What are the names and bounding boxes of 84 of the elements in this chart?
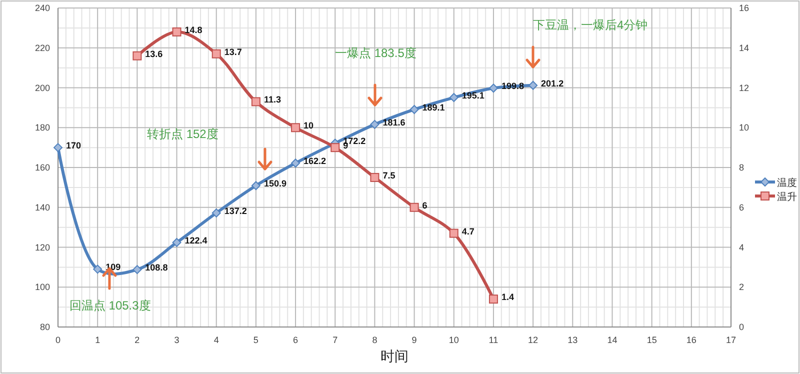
point [251,97,260,106]
x-tick-label: 10 [448,335,459,345]
data-label: 137.2 [224,206,247,216]
point [132,265,142,274]
x-tick-label: 9 [412,335,417,345]
x-tick-label: 15 [646,335,657,345]
y-tick-label: 80 [40,322,50,332]
x-tick-label: 1 [95,335,100,345]
data-label: 189.1 [422,102,445,112]
x-tick-label: 13 [568,335,578,345]
x-axis-title: 时间 [380,349,408,365]
data-label: 150.9 [264,178,286,189]
data-label: 195.1 [462,90,484,101]
y2-tick-label: 2 [739,282,744,292]
point [172,238,182,247]
point [291,158,300,168]
point [251,181,260,190]
point [370,172,380,182]
data-label: 201.2 [541,78,564,88]
y2-tick-label: 8 [739,162,744,172]
data-label: 6 [422,200,428,210]
point [172,27,182,36]
y2-tick-label: 14 [739,42,750,53]
x-tick-label: 14 [607,335,618,345]
point [528,80,538,90]
y-tick-label: 100 [34,282,50,292]
data-label: 162.2 [304,156,326,166]
data-label: 122.4 [184,235,208,246]
y-tick-label: 220 [34,42,50,53]
data-label: 10 [304,120,314,131]
x-tick-label: 8 [372,335,378,345]
x-tick-label: 0 [55,335,61,345]
point [488,84,498,93]
point [488,294,498,304]
point [410,202,419,212]
y2-tick-label: 12 [739,82,750,93]
data-label: 4.7 [462,226,474,236]
data-label: 14.8 [184,24,202,35]
x-tick-label: 16 [686,335,696,345]
annotation: 下豆温，一爆后4分钟 [533,18,648,32]
x-tick-label: 5 [253,335,258,345]
data-label: 13.6 [145,48,163,59]
x-tick-label: 17 [726,335,736,345]
y2-tick-label: 0 [739,322,744,332]
data-label: 181.6 [382,117,406,128]
y2-tick-label: 16 [739,3,750,13]
point [212,208,221,218]
data-label: 13.7 [224,46,242,57]
y-tick-label: 140 [34,202,50,212]
point [132,51,142,60]
y2-tick-label: 10 [739,122,750,133]
x-tick-label: 6 [293,335,298,345]
point [449,93,458,102]
data-label: 108.8 [145,262,168,273]
legend-label: 温度 [777,177,797,189]
point [93,264,102,274]
annotation: 回温点 105.3度 [69,298,151,313]
y-tick-label: 240 [34,3,50,13]
data-label: 170 [66,140,82,151]
y-tick-label: 120 [34,242,50,252]
x-tick-label: 12 [528,335,538,345]
x-tick-label: 11 [488,335,498,345]
annotation: 转折点 152度 [147,127,218,141]
point [291,123,300,132]
point [330,143,340,152]
x-tick-label: 4 [214,335,219,345]
x-tick-label: 3 [174,335,180,345]
point [449,228,458,238]
y-tick-label: 180 [34,122,50,133]
annotation: 一爆点 183.5度 [335,46,416,60]
y-tick-label: 200 [34,82,50,93]
data-label: 11.3 [264,94,281,105]
data-label: 7.5 [382,170,396,180]
x-tick-label: 2 [134,335,140,345]
point [54,143,62,152]
y-tick-label: 160 [34,162,50,172]
y2-tick-label: 6 [739,202,744,212]
x-tick-label: 7 [332,335,338,345]
data-label: 1.4 [501,292,514,302]
point [212,49,221,58]
point [370,120,380,129]
legend-label: 温升 [777,191,797,203]
point [410,104,419,114]
y2-tick-label: 4 [739,242,744,252]
